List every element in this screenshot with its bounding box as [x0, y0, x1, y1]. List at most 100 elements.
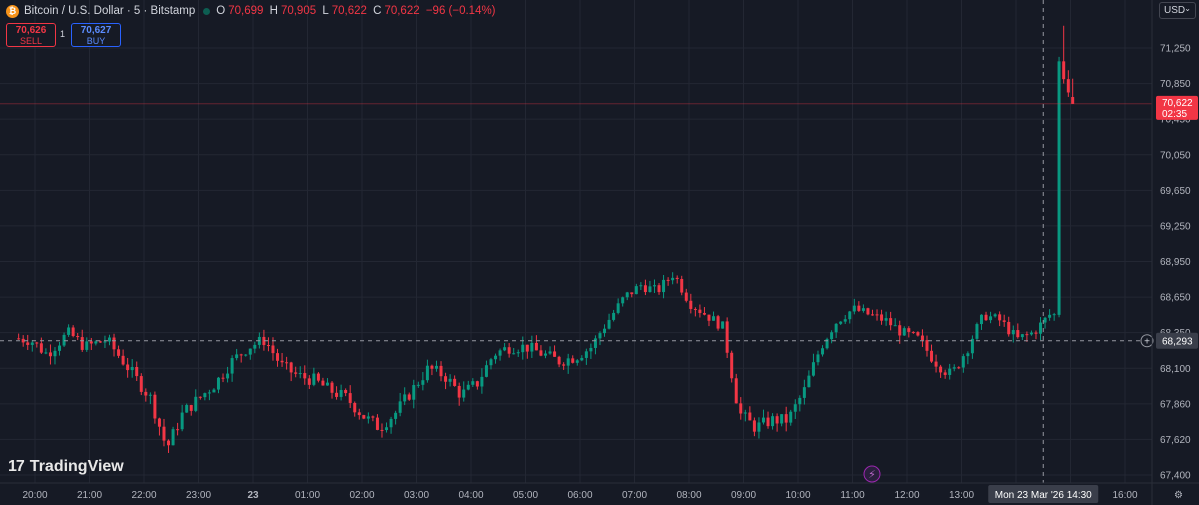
price-tick-label: 67,400 [1160, 471, 1191, 482]
candle-body [180, 412, 184, 430]
candle-body [1039, 322, 1043, 334]
time-tick-label: 05:00 [513, 490, 538, 501]
candle-body [71, 327, 75, 337]
time-tick-label: 07:00 [622, 490, 647, 501]
candle-body [1048, 314, 1052, 318]
low-value: 70,622 [331, 5, 367, 17]
price-tick-label: 68,950 [1160, 257, 1191, 268]
candle-body [262, 336, 266, 346]
settings-icon[interactable]: ⚙ [1174, 490, 1183, 501]
candle-body [85, 341, 89, 350]
candle-body [439, 365, 443, 377]
candle-body [916, 332, 920, 336]
candle-body [625, 292, 629, 298]
candle-body [575, 360, 579, 363]
candle-body [512, 353, 516, 355]
candle-body [253, 344, 257, 349]
candle-body [907, 328, 911, 332]
candle-body [834, 323, 838, 333]
price-tick-label: 67,860 [1160, 399, 1191, 410]
time-tick-label: 23 [247, 490, 259, 501]
candle-body [348, 393, 352, 403]
candle-body [1057, 61, 1061, 315]
candle-body [998, 314, 1002, 321]
buy-price: 70,627 [80, 25, 112, 36]
candle-body [957, 367, 961, 369]
candle-body [989, 316, 993, 321]
crosshair-time-label: Mon 23 Mar '26 14:30 [995, 490, 1092, 501]
candle-body [80, 337, 84, 350]
symbol-title[interactable]: Bitcoin / U.S. Dollar · 5 · Bitstamp [24, 5, 196, 17]
candle-body [943, 372, 947, 375]
candle-body [525, 344, 529, 352]
candle-body [839, 321, 843, 324]
candle-body [830, 332, 834, 340]
candle-body [244, 354, 248, 356]
candle-body [898, 325, 902, 336]
candle-body [194, 396, 198, 411]
candle-body [462, 389, 466, 398]
candle-body [639, 285, 643, 287]
candle-body [975, 324, 979, 339]
candle-body [911, 331, 915, 333]
candle-body [303, 373, 307, 379]
candle-body [721, 321, 725, 329]
candle-body [930, 350, 934, 362]
sell-button[interactable]: 70,626 SELL [6, 23, 56, 47]
candle-body [607, 319, 611, 329]
price-tick-label: 70,850 [1160, 79, 1191, 90]
candle-body [480, 376, 484, 387]
time-tick-label: 13:00 [949, 490, 974, 501]
candle-body [521, 344, 525, 353]
candle-body [843, 319, 847, 322]
candle-body [35, 342, 39, 344]
candle-body [335, 392, 339, 397]
candlestick-series [17, 25, 1075, 453]
candle-body [807, 375, 811, 388]
candle-body [157, 418, 161, 427]
candle-body [385, 427, 389, 431]
candle-body [870, 314, 874, 316]
candle-body [948, 368, 952, 375]
price-tick-label: 70,050 [1160, 150, 1191, 161]
candle-body [684, 292, 688, 301]
crosshair-price-label: 68,293 [1162, 336, 1193, 347]
price-tick-label: 70,450 [1160, 115, 1191, 126]
time-tick-label: 21:00 [77, 490, 102, 501]
candle-body [289, 362, 293, 373]
candle-body [802, 387, 806, 398]
candle-body [203, 393, 207, 398]
candle-body [775, 416, 779, 424]
candle-body [135, 366, 139, 377]
candle-body [1034, 332, 1038, 334]
candle-body [934, 361, 938, 367]
candle-body [44, 352, 48, 354]
candle-body [507, 347, 511, 354]
candle-body [466, 384, 470, 390]
market-status-icon [203, 7, 211, 15]
add-alert-button [1140, 334, 1154, 348]
candle-body [725, 321, 729, 353]
candle-body [471, 381, 475, 385]
candle-body [285, 362, 289, 364]
candle-body [371, 416, 375, 418]
currency-selector[interactable]: USD ⌄ [1159, 2, 1196, 19]
candle-body [198, 396, 202, 398]
candle-body [321, 380, 325, 386]
candle-body [939, 366, 943, 373]
open-value: 70,699 [228, 5, 264, 17]
spread-value: 1 [60, 29, 66, 39]
buy-button[interactable]: 70,627 BUY [71, 23, 121, 47]
candle-body [616, 303, 620, 313]
candle-body [162, 426, 166, 441]
event-marker-icon [863, 465, 881, 483]
candle-body [662, 279, 666, 293]
bar-countdown-label: 02:35 [1162, 109, 1187, 120]
high-label: H [269, 5, 278, 17]
candle-body [407, 394, 411, 400]
candle-body [548, 351, 552, 354]
candle-body [235, 354, 239, 359]
price-axis: 71,250 70,850 70,450 70,050 69,650 69,250 68,9… [1151, 0, 1198, 505]
candle-body [553, 351, 557, 357]
